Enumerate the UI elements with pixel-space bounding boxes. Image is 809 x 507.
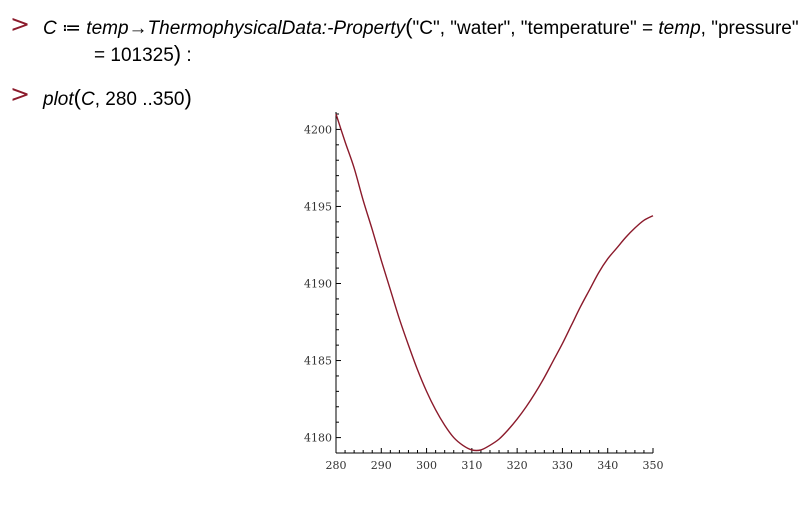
arguments-part2: , "pressure" — [700, 18, 799, 39]
input-prompt-1: > — [10, 10, 31, 38]
x-tick-label: 320 — [507, 459, 528, 472]
plot-curve-layer — [335, 113, 654, 452]
plot-open-paren: ( — [73, 85, 81, 110]
x-tick-label: 350 — [643, 459, 664, 472]
function-name: ThermophysicalData:-Property — [147, 18, 406, 39]
plot-axes: 4180 4185 4190 4195 4200 280 290 300 310 320 330 34… — [304, 112, 664, 472]
arguments-part1: "C", "water", "temperature" = — [412, 18, 659, 39]
arrow-operator: → — [128, 18, 148, 39]
pressure-value: = 101325 — [94, 45, 174, 66]
x-tick-label: 310 — [461, 459, 482, 472]
x-tick-label: 340 — [597, 459, 618, 472]
plot-command: plot — [43, 89, 74, 110]
plot-range: , 280 ..350 — [94, 89, 185, 110]
y-tick-label: 4195 — [304, 200, 332, 213]
open-paren: ( — [405, 14, 413, 39]
assigned-variable: C — [43, 18, 57, 39]
lambda-parameter: temp — [86, 18, 129, 39]
input-line-1-continued[interactable]: = 101325) : — [94, 41, 192, 67]
input-prompt-2: > — [10, 80, 31, 108]
x-tick-label: 300 — [416, 459, 437, 472]
x-tick-label: 290 — [371, 459, 392, 472]
x-tick-label: 280 — [326, 459, 347, 472]
series-line — [335, 113, 654, 452]
statement-terminator: : — [181, 45, 192, 66]
x-tick-label: 330 — [552, 459, 573, 472]
close-paren: ) — [173, 41, 182, 66]
input-line-1[interactable]: C ≔ temp→ThermophysicalData:-Property("C… — [43, 14, 799, 40]
y-tick-label: 4180 — [304, 432, 332, 445]
plot-function-argument: C — [80, 89, 95, 110]
y-tick-label: 4190 — [304, 278, 332, 291]
y-tick-label: 4200 — [304, 123, 332, 136]
input-line-2[interactable]: plot(C, 280 ..350) — [43, 85, 192, 111]
plot-close-paren: ) — [184, 85, 192, 110]
assign-operator: ≔ — [62, 18, 82, 39]
temperature-argument: temp — [658, 18, 701, 39]
y-tick-label: 4185 — [304, 355, 332, 368]
